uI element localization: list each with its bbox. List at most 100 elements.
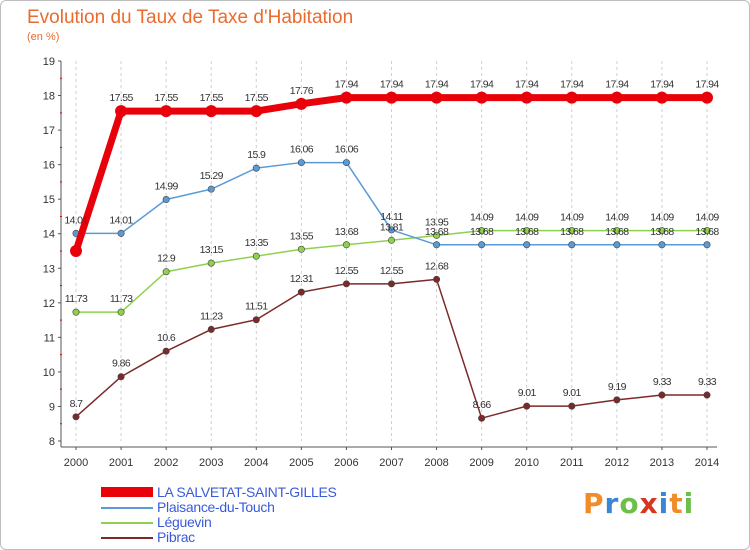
data-label: 17.55 (109, 92, 133, 104)
data-label: 15.9 (247, 149, 266, 161)
x-tick-label: 2001 (109, 457, 133, 469)
data-point (478, 414, 486, 422)
data-label: 17.94 (605, 79, 629, 91)
data-label: 13.15 (200, 244, 224, 256)
data-label: 15.29 (200, 170, 224, 182)
data-point (703, 391, 711, 399)
legend-label-plaisance: Plaisance-du-Touch (157, 499, 275, 515)
data-point (523, 241, 531, 249)
data-point (205, 105, 218, 118)
data-point (340, 91, 353, 104)
x-tick-label: 2009 (469, 457, 493, 469)
y-tick-label: 13 (43, 263, 55, 275)
chart-subtitle: (en %) (27, 31, 60, 43)
data-point (297, 245, 305, 253)
data-label: 8.66 (473, 399, 492, 411)
data-point (520, 91, 533, 104)
data-label: 9.86 (112, 358, 131, 370)
data-label: 17.94 (425, 79, 449, 91)
data-point (387, 280, 395, 288)
data-point (658, 391, 666, 399)
data-point (655, 91, 668, 104)
data-label: 12.55 (335, 265, 359, 277)
data-label: 17.55 (200, 92, 224, 104)
data-point (568, 402, 576, 410)
data-point (162, 268, 170, 276)
data-label: 14.09 (695, 212, 719, 224)
data-label: 16.06 (335, 144, 359, 156)
data-label: 13.68 (470, 226, 494, 238)
chart-title: Evolution du Taux de Taxe d'Habitation (27, 7, 354, 28)
data-point (117, 229, 125, 237)
data-point (117, 308, 125, 316)
data-point (342, 280, 350, 288)
y-tick-label: 16 (43, 160, 55, 172)
data-label: 11.73 (65, 293, 88, 305)
data-point (160, 105, 173, 118)
data-label: 10.6 (157, 332, 176, 344)
legend-swatch-plaisance (101, 507, 153, 509)
legend-label-pibrac: Pibrac (157, 529, 195, 545)
x-tick-label: 2003 (199, 457, 223, 469)
x-tick-label: 2011 (560, 457, 584, 469)
data-label: 14.99 (155, 181, 179, 193)
data-point (433, 231, 441, 239)
data-point (252, 316, 260, 324)
data-point (297, 159, 305, 167)
data-point (475, 91, 488, 104)
data-point (162, 347, 170, 355)
data-label: 13.68 (335, 226, 359, 238)
data-point (568, 241, 576, 249)
data-point (207, 185, 215, 193)
data-label: 13.95 (425, 216, 449, 228)
y-tick-label: 12 (43, 298, 55, 310)
data-label: 11.51 (245, 301, 268, 313)
data-label: 17.55 (155, 92, 179, 104)
legend-label-leguevin: Léguevin (157, 514, 212, 530)
y-tick-label: 17 (43, 125, 55, 137)
data-label: 12.68 (425, 260, 449, 272)
logo-letter: t (669, 487, 684, 520)
data-point (568, 227, 576, 235)
x-tick-label: 2005 (289, 457, 313, 469)
logo-letter: r (604, 487, 620, 520)
data-label: 16.06 (290, 144, 314, 156)
legend-swatch-leguevin (101, 522, 153, 524)
data-point (72, 413, 80, 421)
y-tick-label: 15 (43, 194, 55, 206)
data-label: 17.76 (290, 85, 314, 97)
logo-letter: i (683, 487, 695, 520)
data-point (250, 105, 263, 118)
data-point (478, 241, 486, 249)
data-point (703, 241, 711, 249)
data-point (613, 396, 621, 404)
data-label: 13.55 (290, 230, 314, 242)
data-point (658, 241, 666, 249)
data-label: 9.33 (653, 376, 672, 388)
x-tick-label: 2014 (695, 457, 719, 469)
y-tick-label: 8 (49, 436, 55, 448)
data-label: 13.68 (560, 226, 584, 238)
x-tick-label: 2000 (64, 457, 88, 469)
data-point (342, 241, 350, 249)
x-tick-label: 2002 (154, 457, 178, 469)
data-point (610, 91, 623, 104)
data-point (385, 91, 398, 104)
data-label: 8.7 (70, 398, 84, 410)
data-point (387, 226, 395, 234)
data-label: 9.01 (518, 387, 537, 399)
data-label: 12.55 (380, 265, 404, 277)
data-label: 14.01 (64, 214, 88, 226)
data-label: 14.11 (380, 211, 403, 223)
x-tick-label: 2012 (605, 457, 629, 469)
data-point (703, 227, 711, 235)
data-label: 12.31 (290, 273, 314, 285)
data-point (117, 373, 125, 381)
data-label: 14.09 (560, 212, 584, 224)
data-label: 9.19 (608, 381, 627, 393)
logo-letter: i (658, 487, 670, 520)
data-label: 13.35 (245, 237, 269, 249)
data-label: 14.09 (515, 212, 539, 224)
data-point (523, 402, 531, 410)
legend-swatch-salvetat (101, 487, 153, 497)
